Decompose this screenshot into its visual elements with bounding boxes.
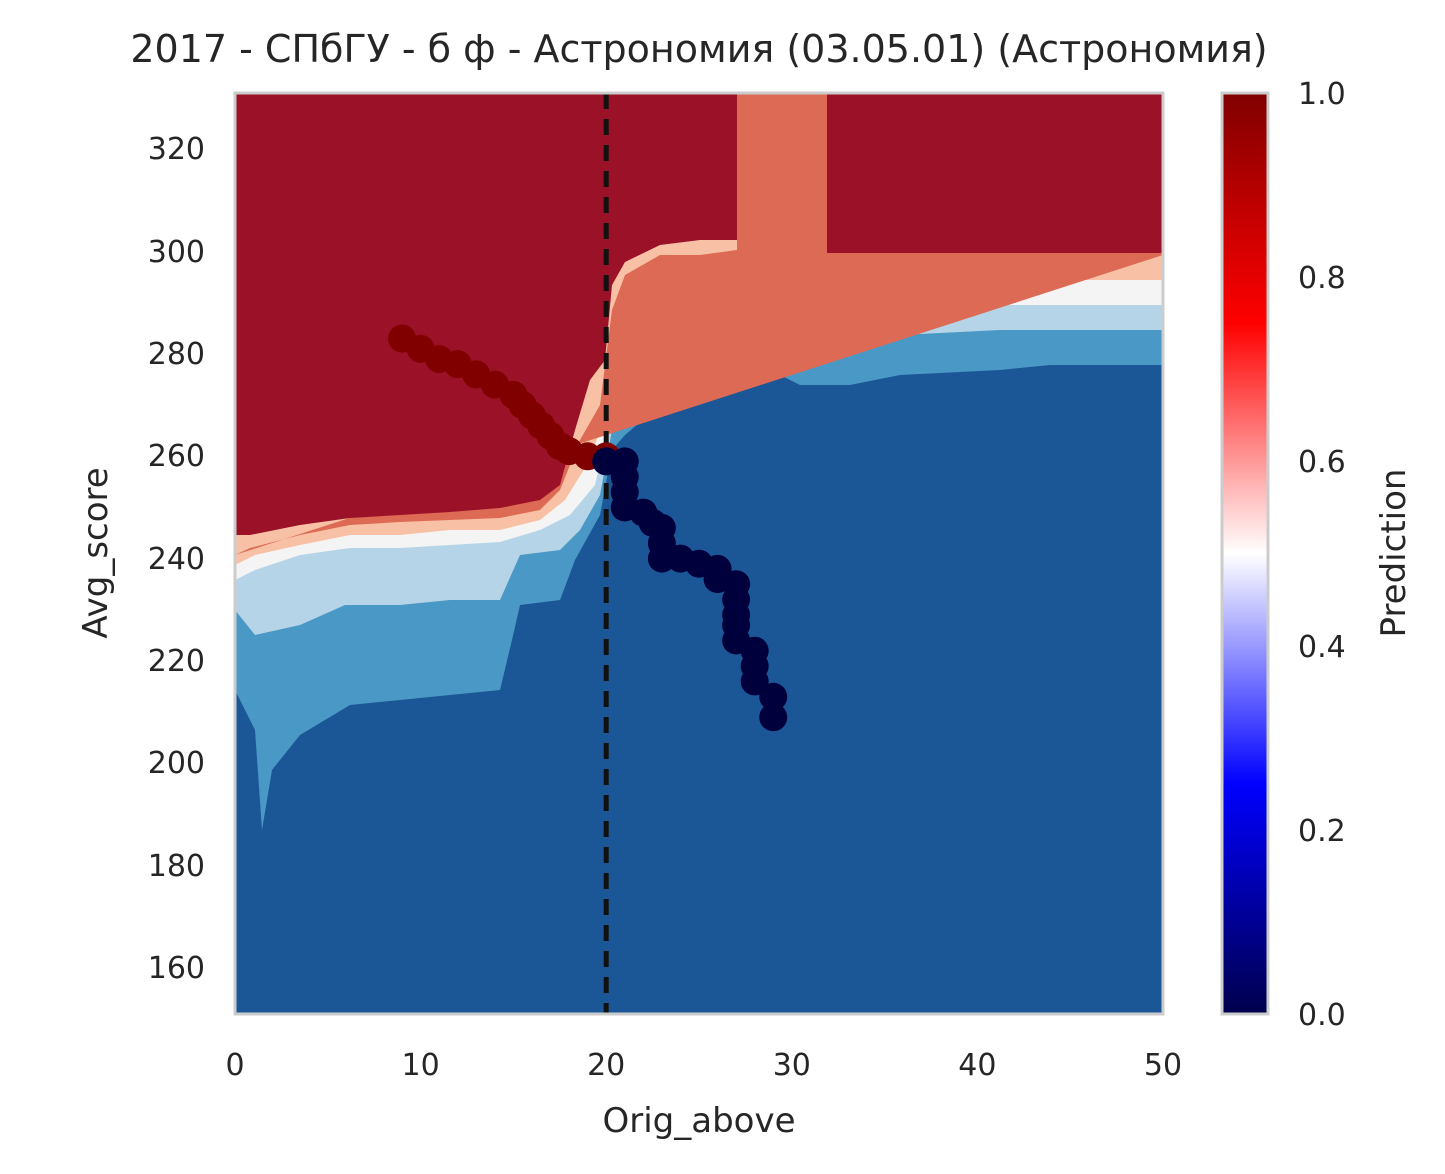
colorbar-tick-label: 0.2 xyxy=(1298,814,1346,849)
y-axis: 160 180 200 220 240 260 280 300 320 xyxy=(148,132,205,986)
scatter-series xyxy=(388,324,788,732)
colorbar-tick-label: 0.8 xyxy=(1298,261,1346,296)
x-tick-label: 10 xyxy=(402,1048,440,1083)
x-axis: 0 10 20 30 40 50 xyxy=(225,1048,1182,1083)
colorbar-tick-label: 0.0 xyxy=(1298,998,1346,1033)
scatter-point-series-1-23 xyxy=(759,703,788,732)
y-tick-label: 220 xyxy=(148,644,205,679)
colorbar-ticks: 0.0 0.2 0.4 0.6 0.8 1.0 xyxy=(1298,77,1346,1033)
colorbar-tick-label: 1.0 xyxy=(1298,77,1346,112)
y-axis-label: Avg_score xyxy=(76,467,116,638)
band-level-7 xyxy=(235,93,737,535)
x-tick-label: 20 xyxy=(587,1048,625,1083)
y-tick-label: 160 xyxy=(148,951,205,986)
scatter-point-series-1-21 xyxy=(740,667,769,696)
colorbar-tick-label: 0.4 xyxy=(1298,630,1346,665)
y-tick-label: 280 xyxy=(148,337,205,372)
plot-frame xyxy=(233,91,1165,1016)
x-axis-label: Orig_above xyxy=(602,1101,795,1141)
y-tick-label: 240 xyxy=(148,542,205,577)
colorbar-label: Prediction xyxy=(1374,469,1414,638)
chart-title: 2017 - СПбГУ - б ф - Астрономия (03.05.0… xyxy=(130,27,1267,71)
y-tick-label: 180 xyxy=(148,849,205,884)
band-level-7-top-right xyxy=(827,93,1163,253)
x-tick-label: 40 xyxy=(958,1048,996,1083)
x-tick-label: 0 xyxy=(225,1048,244,1083)
colorbar xyxy=(1220,91,1270,1016)
x-tick-label: 50 xyxy=(1144,1048,1182,1083)
x-tick-label: 30 xyxy=(773,1048,811,1083)
y-tick-label: 200 xyxy=(148,746,205,781)
contour-bands xyxy=(235,93,1163,1014)
y-tick-label: 260 xyxy=(148,439,205,474)
colorbar-tick-label: 0.6 xyxy=(1298,445,1346,480)
y-tick-label: 320 xyxy=(148,132,205,167)
scatter-point-series-1-22 xyxy=(759,682,788,711)
y-tick-label: 300 xyxy=(148,235,205,270)
